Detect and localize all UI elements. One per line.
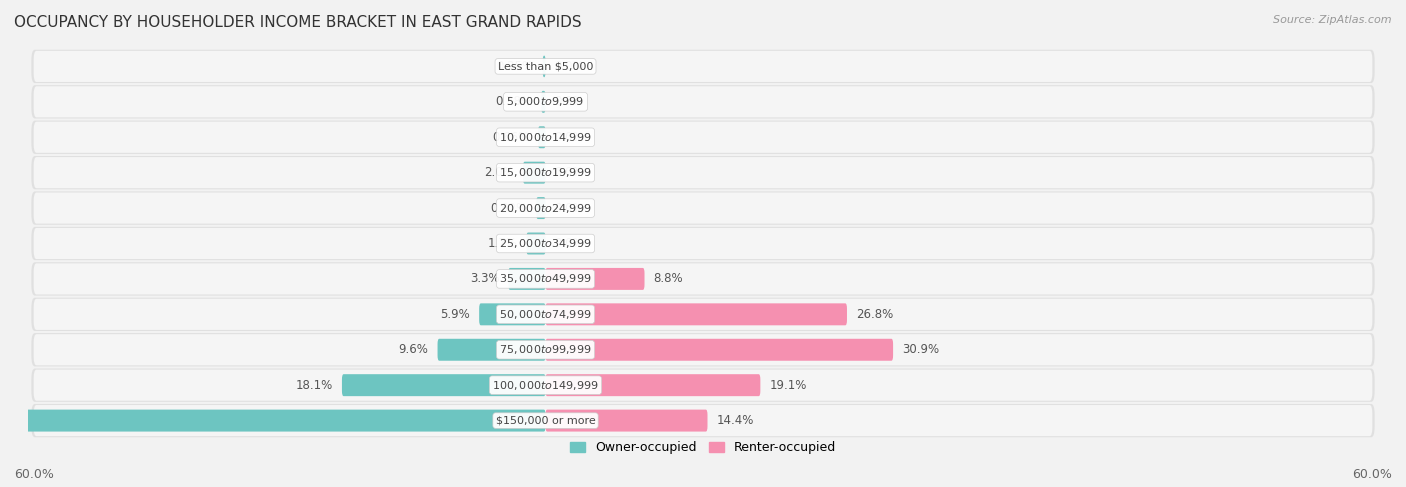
Text: 0.66%: 0.66% [492,131,529,144]
Text: 0.82%: 0.82% [491,202,527,215]
FancyBboxPatch shape [31,227,1375,260]
Text: 26.8%: 26.8% [856,308,893,321]
FancyBboxPatch shape [31,369,1375,402]
FancyBboxPatch shape [31,262,1375,296]
FancyBboxPatch shape [31,298,1375,331]
Text: 19.1%: 19.1% [769,379,807,392]
Legend: Owner-occupied, Renter-occupied: Owner-occupied, Renter-occupied [565,436,841,459]
Text: $75,000 to $99,999: $75,000 to $99,999 [499,343,592,356]
FancyBboxPatch shape [546,410,707,431]
FancyBboxPatch shape [342,374,546,396]
Text: 0.0%: 0.0% [554,60,583,73]
Text: $35,000 to $49,999: $35,000 to $49,999 [499,272,592,285]
Text: 1.7%: 1.7% [488,237,517,250]
Text: 8.8%: 8.8% [654,272,683,285]
FancyBboxPatch shape [34,370,1372,401]
FancyBboxPatch shape [34,334,1372,365]
FancyBboxPatch shape [34,192,1372,224]
FancyBboxPatch shape [0,410,546,431]
Text: 18.1%: 18.1% [295,379,333,392]
FancyBboxPatch shape [543,56,546,77]
Text: $20,000 to $24,999: $20,000 to $24,999 [499,202,592,215]
FancyBboxPatch shape [523,162,546,184]
FancyBboxPatch shape [34,405,1372,436]
Text: $5,000 to $9,999: $5,000 to $9,999 [506,95,585,108]
Text: 0.0%: 0.0% [554,202,583,215]
Text: $25,000 to $34,999: $25,000 to $34,999 [499,237,592,250]
Text: $100,000 to $149,999: $100,000 to $149,999 [492,379,599,392]
FancyBboxPatch shape [31,333,1375,366]
FancyBboxPatch shape [541,91,546,113]
FancyBboxPatch shape [526,232,546,255]
Text: 14.4%: 14.4% [717,414,754,427]
Text: 30.9%: 30.9% [903,343,939,356]
Text: $10,000 to $14,999: $10,000 to $14,999 [499,131,592,144]
FancyBboxPatch shape [34,228,1372,259]
Text: 60.0%: 60.0% [1353,468,1392,481]
FancyBboxPatch shape [31,121,1375,154]
Text: $50,000 to $74,999: $50,000 to $74,999 [499,308,592,321]
FancyBboxPatch shape [34,86,1372,117]
FancyBboxPatch shape [31,404,1375,437]
Text: 0.0%: 0.0% [554,95,583,108]
Text: 60.0%: 60.0% [14,468,53,481]
FancyBboxPatch shape [31,191,1375,225]
FancyBboxPatch shape [546,374,761,396]
FancyBboxPatch shape [479,303,546,325]
FancyBboxPatch shape [34,51,1372,82]
Text: 5.9%: 5.9% [440,308,470,321]
Text: OCCUPANCY BY HOUSEHOLDER INCOME BRACKET IN EAST GRAND RAPIDS: OCCUPANCY BY HOUSEHOLDER INCOME BRACKET … [14,15,582,30]
FancyBboxPatch shape [546,303,846,325]
FancyBboxPatch shape [509,268,546,290]
FancyBboxPatch shape [31,85,1375,118]
Text: 9.6%: 9.6% [399,343,429,356]
FancyBboxPatch shape [34,263,1372,295]
FancyBboxPatch shape [31,156,1375,189]
FancyBboxPatch shape [34,299,1372,330]
Text: 0.0%: 0.0% [554,131,583,144]
Text: 0.0%: 0.0% [554,166,583,179]
FancyBboxPatch shape [546,339,893,361]
FancyBboxPatch shape [538,126,546,148]
FancyBboxPatch shape [546,268,644,290]
Text: 0.0%: 0.0% [554,237,583,250]
FancyBboxPatch shape [437,339,546,361]
FancyBboxPatch shape [536,197,546,219]
Text: 2.0%: 2.0% [484,166,515,179]
Text: Source: ZipAtlas.com: Source: ZipAtlas.com [1274,15,1392,25]
Text: $150,000 or more: $150,000 or more [496,415,595,426]
Text: 0.25%: 0.25% [496,60,534,73]
FancyBboxPatch shape [31,50,1375,83]
Text: 3.3%: 3.3% [470,272,499,285]
FancyBboxPatch shape [34,157,1372,188]
FancyBboxPatch shape [34,122,1372,153]
Text: $15,000 to $19,999: $15,000 to $19,999 [499,166,592,179]
Text: Less than $5,000: Less than $5,000 [498,61,593,72]
Text: 0.38%: 0.38% [495,95,533,108]
